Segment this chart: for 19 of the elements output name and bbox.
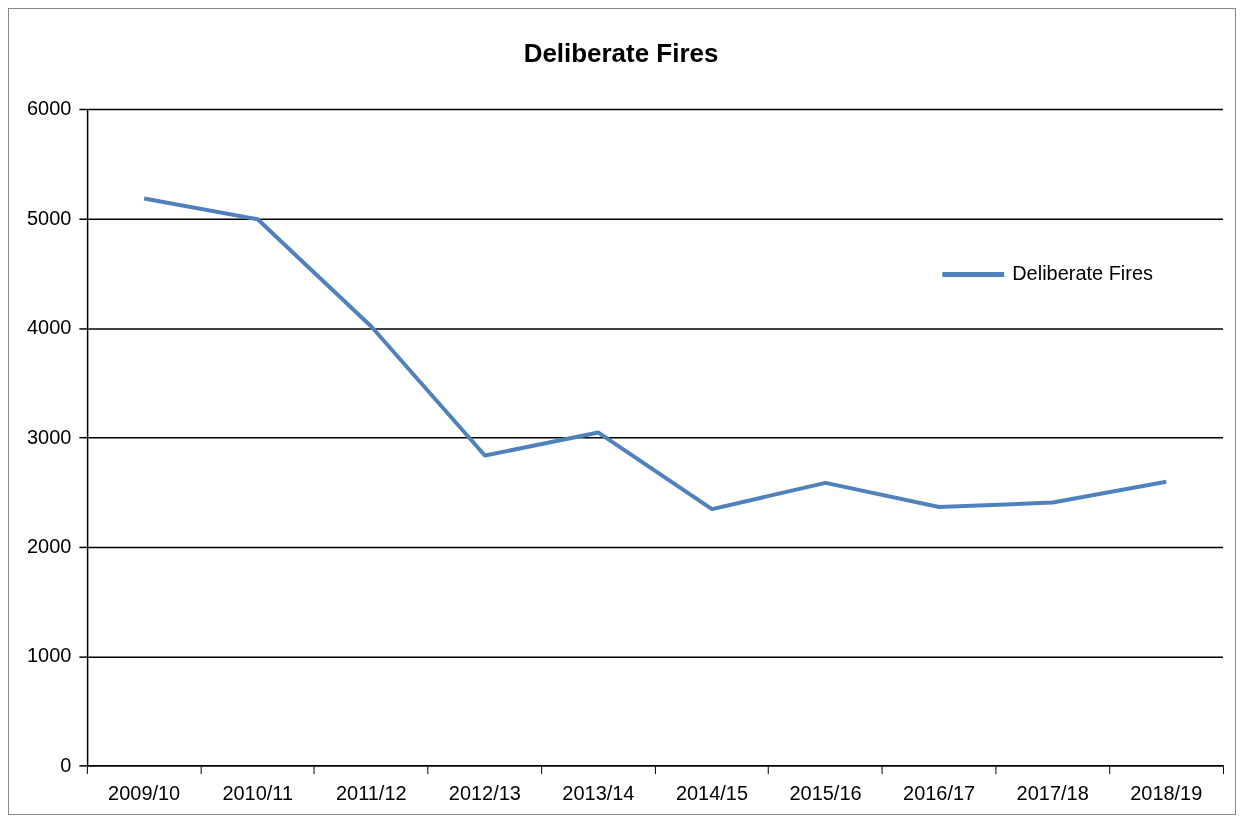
- chart-title: Deliberate Fires: [523, 38, 719, 67]
- y-tick-label: 5000: [27, 206, 72, 229]
- x-tick-label: 2011/12: [335, 781, 407, 804]
- y-tick-label: 2000: [27, 534, 72, 557]
- x-tick-label: 2015/16: [789, 781, 862, 804]
- x-tick-label: 2010/11: [222, 781, 294, 804]
- y-tick-label: 0: [60, 753, 72, 776]
- y-tick-label: 4000: [27, 316, 72, 339]
- x-tick-label: 2014/15: [675, 781, 749, 804]
- x-tick-label: 2018/19: [1130, 781, 1203, 804]
- y-tick-label: 6000: [27, 97, 72, 120]
- x-tick-label: 2013/14: [562, 781, 635, 804]
- y-tick-label: 3000: [27, 425, 72, 448]
- x-tick-label: 2016/17: [903, 781, 976, 804]
- legend-label: Deliberate Fires: [1012, 262, 1154, 285]
- y-tick-label: 1000: [27, 644, 72, 667]
- x-tick-label: 2012/13: [448, 781, 521, 804]
- x-tick-label: 2017/18: [1016, 781, 1089, 804]
- x-tick-label: 2009/10: [108, 781, 181, 804]
